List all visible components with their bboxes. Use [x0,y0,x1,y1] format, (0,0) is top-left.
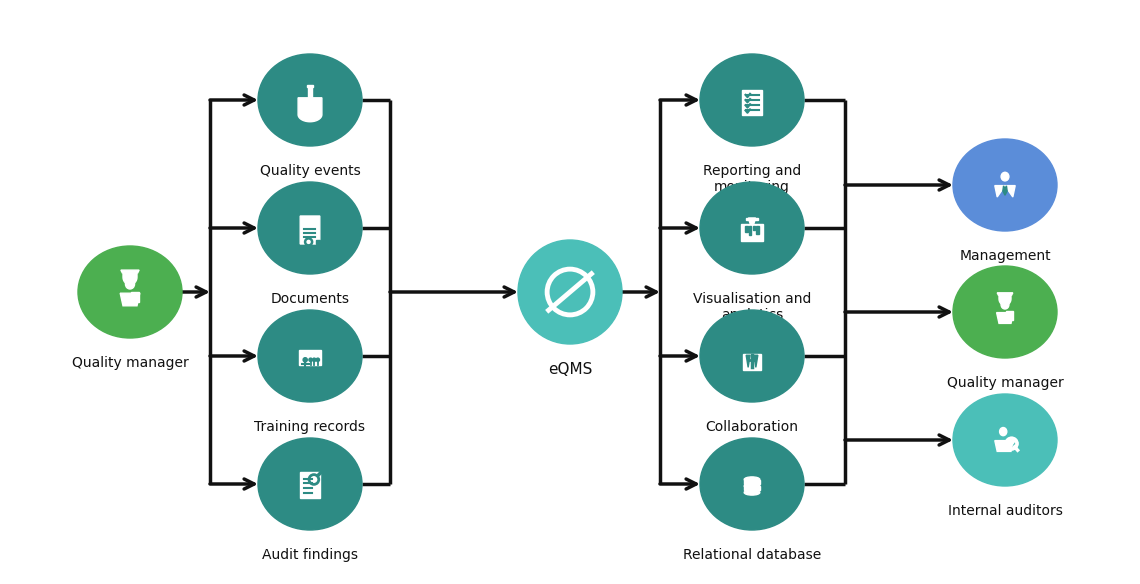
Polygon shape [747,355,750,367]
Polygon shape [748,218,756,224]
Polygon shape [307,85,314,86]
Text: Quality manager: Quality manager [72,356,188,370]
Text: Documents: Documents [270,292,350,306]
Ellipse shape [1001,301,1009,309]
Polygon shape [120,293,140,306]
Text: Internal auditors: Internal auditors [947,504,1062,518]
Polygon shape [996,312,1013,324]
Ellipse shape [744,490,759,495]
Ellipse shape [700,54,804,146]
Ellipse shape [258,310,363,402]
Polygon shape [742,90,762,115]
Polygon shape [752,226,755,230]
Text: Quality manager: Quality manager [946,376,1064,390]
Ellipse shape [953,394,1057,486]
Ellipse shape [125,279,135,289]
Polygon shape [995,440,1012,451]
Polygon shape [744,486,759,490]
Ellipse shape [1001,172,1009,181]
Polygon shape [749,226,751,235]
Polygon shape [316,240,320,244]
Text: Management: Management [959,249,1051,263]
Polygon shape [741,224,763,241]
Polygon shape [1007,311,1012,320]
Ellipse shape [303,357,308,362]
Polygon shape [1003,186,1007,195]
Ellipse shape [518,240,622,344]
Ellipse shape [953,139,1057,231]
Text: Relational database: Relational database [683,548,821,562]
Text: Reporting and
monitoring: Reporting and monitoring [703,164,801,194]
Polygon shape [299,350,320,365]
Polygon shape [999,295,1011,305]
Ellipse shape [744,477,759,482]
Text: Quality events: Quality events [260,164,360,178]
Polygon shape [998,293,1012,295]
Text: Collaboration: Collaboration [706,420,798,434]
Text: Visualisation and
analytics: Visualisation and analytics [693,292,812,322]
Polygon shape [300,472,319,498]
Ellipse shape [312,358,316,361]
Polygon shape [121,270,139,273]
Polygon shape [131,292,139,301]
Polygon shape [308,86,312,98]
Ellipse shape [258,182,363,274]
Ellipse shape [744,484,759,489]
Ellipse shape [1000,427,1007,436]
Polygon shape [756,226,758,234]
Polygon shape [123,273,137,285]
Text: Audit findings: Audit findings [262,548,358,562]
Text: Training records: Training records [254,420,366,434]
Polygon shape [995,186,1016,197]
Polygon shape [744,479,759,484]
Ellipse shape [953,266,1057,358]
Ellipse shape [700,438,804,530]
Polygon shape [742,353,762,370]
Polygon shape [754,355,758,367]
Ellipse shape [309,358,312,361]
Polygon shape [746,218,758,220]
Polygon shape [746,226,748,232]
Ellipse shape [258,54,363,146]
Polygon shape [298,98,321,121]
Polygon shape [300,216,320,244]
Ellipse shape [258,438,363,530]
Ellipse shape [700,310,804,402]
Ellipse shape [78,246,182,338]
Text: eQMS: eQMS [548,362,592,377]
Ellipse shape [316,358,319,361]
Ellipse shape [700,182,804,274]
